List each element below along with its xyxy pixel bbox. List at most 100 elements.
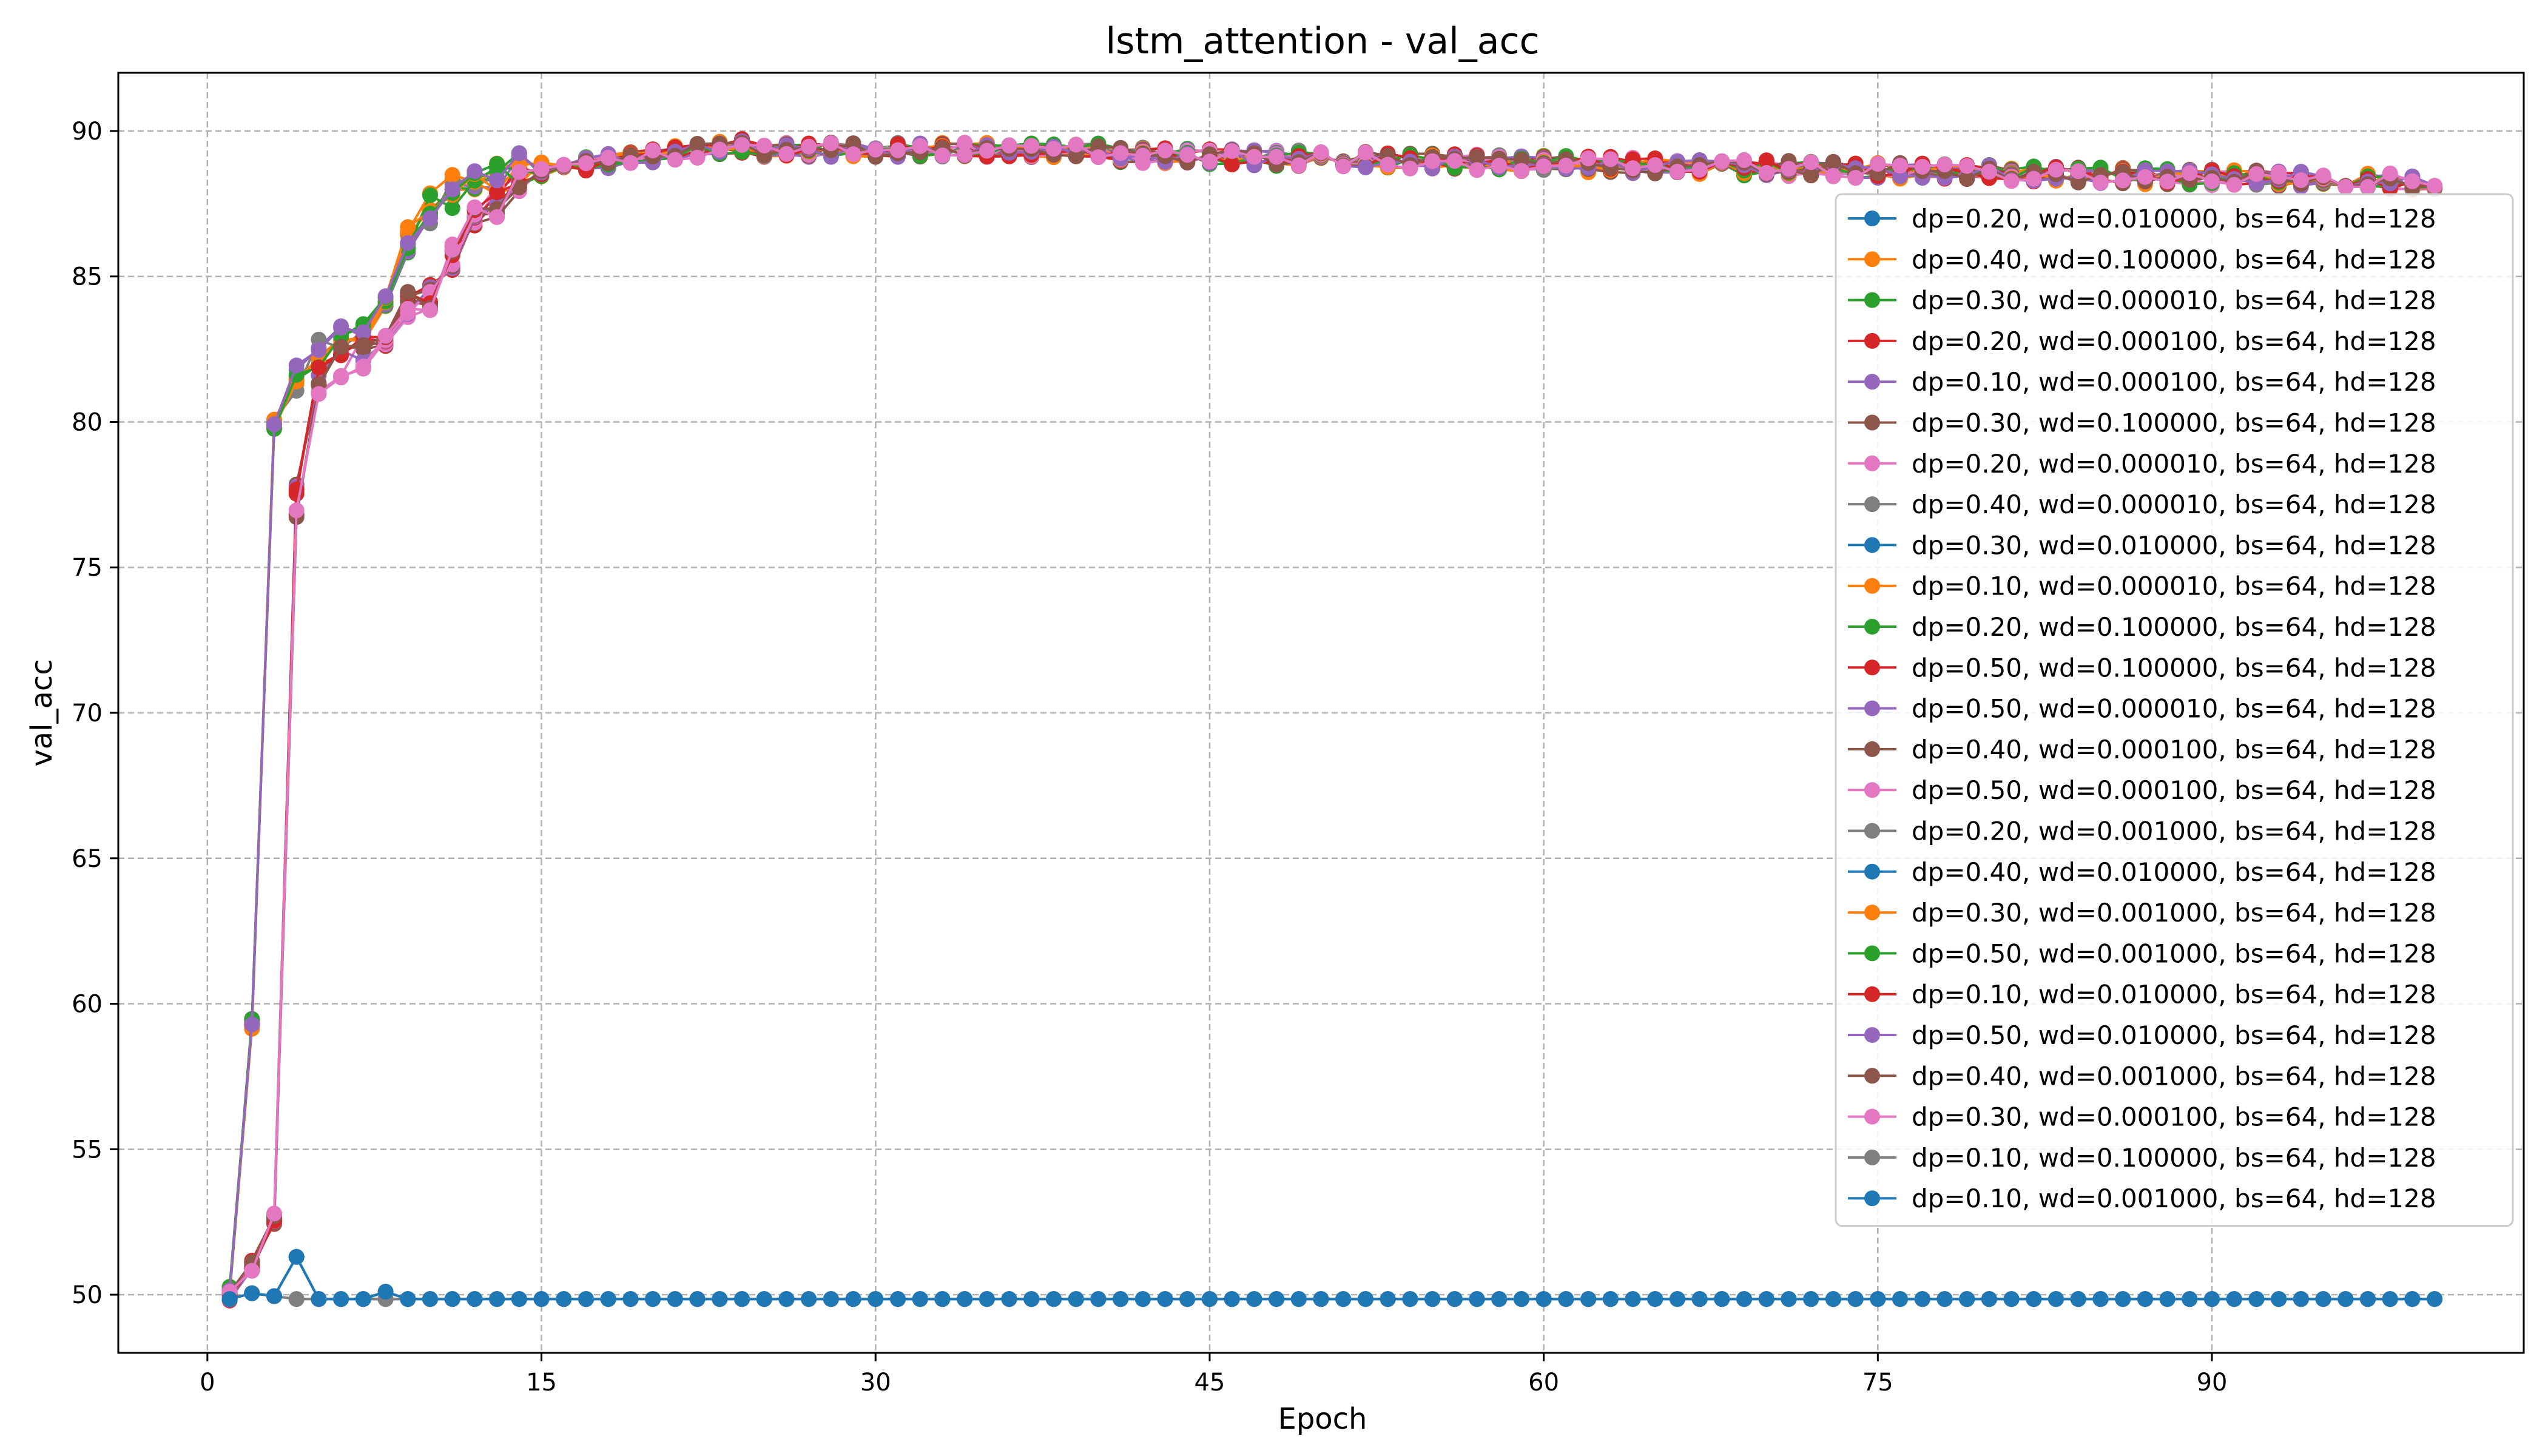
data-point (2404, 1291, 2421, 1307)
legend-marker (1864, 863, 1880, 880)
data-point (890, 1291, 906, 1307)
data-point (2427, 1291, 2443, 1307)
data-point (489, 209, 505, 225)
data-point (355, 1291, 371, 1307)
data-point (1269, 149, 1285, 165)
data-point (533, 161, 550, 177)
data-point (1201, 1291, 1218, 1307)
data-point (422, 1291, 438, 1307)
data-point (1023, 1291, 1040, 1307)
data-point (2360, 179, 2376, 195)
data-point (801, 138, 817, 155)
data-point (1781, 1291, 1797, 1307)
data-point (2248, 1291, 2265, 1307)
data-point (712, 141, 728, 158)
legend-marker (1864, 700, 1880, 716)
data-point (2137, 1291, 2153, 1307)
data-point (1491, 158, 1508, 174)
data-point (1870, 156, 1886, 172)
legend-label: dp=0.30, wd=0.100000, bs=64, hd=128 (1912, 408, 2436, 438)
data-point (2248, 166, 2265, 182)
data-point (333, 1291, 349, 1307)
data-point (1959, 1291, 1975, 1307)
legend-item: dp=0.10, wd=0.000010, bs=64, hd=128 (1848, 571, 2436, 601)
series-25 (221, 1249, 2443, 1307)
data-point (600, 1291, 616, 1307)
legend-label: dp=0.10, wd=0.000100, bs=64, hd=128 (1912, 367, 2436, 397)
data-point (1803, 167, 1819, 184)
data-point (1580, 150, 1597, 166)
data-point (1023, 138, 1040, 154)
data-point (1402, 160, 1418, 177)
legend-label: dp=0.30, wd=0.000100, bs=64, hd=128 (1912, 1102, 2436, 1132)
data-point (1157, 1291, 1173, 1307)
legend-marker (1864, 578, 1880, 594)
x-tick-label: 75 (1862, 1369, 1893, 1397)
data-point (288, 1291, 305, 1307)
data-point (311, 1291, 327, 1307)
chart-title: lstm_attention - val_acc (1105, 20, 1539, 62)
legend-marker (1864, 374, 1880, 390)
data-point (1357, 144, 1373, 161)
legend-marker (1864, 782, 1880, 798)
data-point (2382, 165, 2398, 181)
y-tick-label: 75 (72, 554, 103, 582)
legend-marker (1864, 1190, 1880, 1207)
data-point (1491, 1291, 1508, 1307)
data-point (2360, 1291, 2376, 1307)
data-point (1669, 1291, 1685, 1307)
x-tick-label: 15 (526, 1369, 557, 1397)
legend-marker (1864, 1068, 1880, 1084)
data-point (667, 152, 683, 168)
data-point (1380, 1291, 1396, 1307)
data-point (1825, 1291, 1841, 1307)
legend-item: dp=0.20, wd=0.000010, bs=64, hd=128 (1848, 449, 2436, 479)
data-point (2026, 1291, 2042, 1307)
data-point (333, 320, 349, 336)
data-point (1981, 164, 1997, 180)
data-point (377, 328, 394, 344)
data-point (1602, 151, 1619, 167)
data-point (1179, 147, 1196, 163)
data-point (1269, 1291, 1285, 1307)
legend-marker (1864, 455, 1880, 471)
data-point (689, 136, 706, 152)
data-point (1513, 1291, 1529, 1307)
legend-item: dp=0.40, wd=0.000010, bs=64, hd=128 (1848, 490, 2436, 519)
data-point (1714, 1291, 1730, 1307)
data-point (2226, 177, 2242, 193)
legend-item: dp=0.30, wd=0.100000, bs=64, hd=128 (1848, 408, 2436, 438)
data-point (1424, 153, 1441, 169)
data-point (2293, 1291, 2309, 1307)
legend-item: dp=0.30, wd=0.000100, bs=64, hd=128 (1848, 1102, 2436, 1132)
legend-item: dp=0.50, wd=0.001000, bs=64, hd=128 (1848, 939, 2436, 968)
legend-item: dp=0.20, wd=0.000100, bs=64, hd=128 (1848, 326, 2436, 356)
data-point (1246, 149, 1262, 165)
data-point (2204, 173, 2220, 189)
data-point (1224, 1291, 1240, 1307)
axis-ticks: 0 15 30 45 60 75 90 50 55 60 65 70 75 80 85 90 (72, 118, 2227, 1397)
data-point (444, 167, 460, 183)
data-point (845, 1291, 861, 1307)
legend-marker (1864, 537, 1880, 553)
legend-item: dp=0.40, wd=0.000100, bs=64, hd=128 (1848, 735, 2436, 764)
data-point (1959, 171, 1975, 187)
data-point (1892, 158, 1908, 174)
legend-marker (1864, 414, 1880, 431)
data-point (645, 1291, 661, 1307)
y-tick-label: 60 (72, 991, 103, 1019)
data-point (2226, 1291, 2242, 1307)
legend-label: dp=0.30, wd=0.000010, bs=64, hd=128 (1912, 286, 2436, 315)
data-point (377, 1284, 394, 1300)
data-point (1045, 141, 1062, 157)
data-point (667, 1291, 683, 1307)
legend-item: dp=0.10, wd=0.010000, bs=64, hd=128 (1848, 980, 2436, 1009)
x-tick-label: 45 (1194, 1369, 1225, 1397)
data-point (2182, 165, 2198, 181)
data-point (266, 1288, 282, 1304)
data-point (288, 502, 305, 519)
data-point (400, 219, 416, 235)
data-point (355, 324, 371, 340)
data-point (1090, 149, 1107, 166)
data-point (1580, 1291, 1597, 1307)
